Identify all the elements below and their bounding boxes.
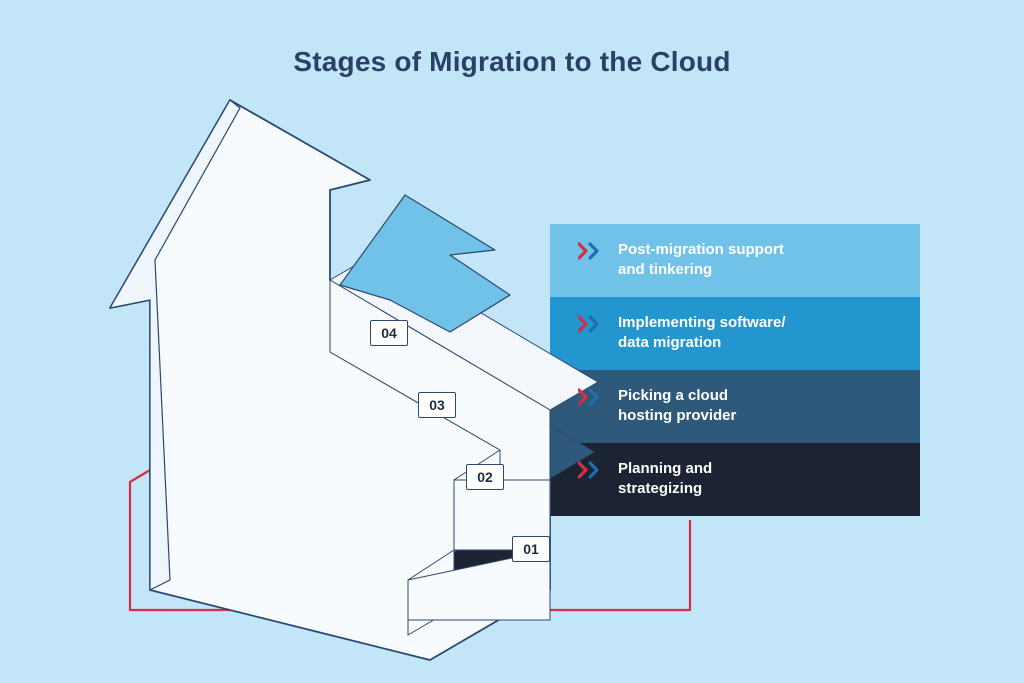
step-number-badge: 01 xyxy=(512,536,550,562)
step-number-badge: 04 xyxy=(370,320,408,346)
stage-panel: Planning and strategizing xyxy=(578,459,910,498)
step-number-badge: 03 xyxy=(418,392,456,418)
chevron-icon xyxy=(578,388,604,406)
step-number-badge: 02 xyxy=(466,464,504,490)
infographic-canvas: Stages of Migration to the Cloud Post-mi… xyxy=(0,0,1024,683)
chevron-icon xyxy=(578,315,604,333)
chevron-icon xyxy=(578,242,604,260)
stage-label: Implementing software/data migration xyxy=(618,313,786,352)
stage-label-line2: and tinkering xyxy=(618,261,712,278)
stage-panel: Post-migration support and tinkering xyxy=(578,240,910,279)
stage-label-line1: Post-migration support xyxy=(618,241,784,258)
stage-label: Post-migration support and tinkering xyxy=(618,240,784,279)
stage-panel: Implementing software/data migration xyxy=(578,313,910,352)
stage-label: Planning and strategizing xyxy=(618,459,712,498)
stage-label-line2: data migration xyxy=(618,334,721,351)
stage-label-line1: Implementing software/ xyxy=(618,314,786,331)
stage-panel: Picking a cloud hosting provider xyxy=(578,386,910,425)
stage-label: Picking a cloud hosting provider xyxy=(618,386,736,425)
stage-label-line2: hosting provider xyxy=(618,407,736,424)
chevron-icon xyxy=(578,461,604,479)
stage-label-line2: strategizing xyxy=(618,480,702,497)
stage-label-line1: Planning and xyxy=(618,460,712,477)
stage-label-line1: Picking a cloud xyxy=(618,387,728,404)
